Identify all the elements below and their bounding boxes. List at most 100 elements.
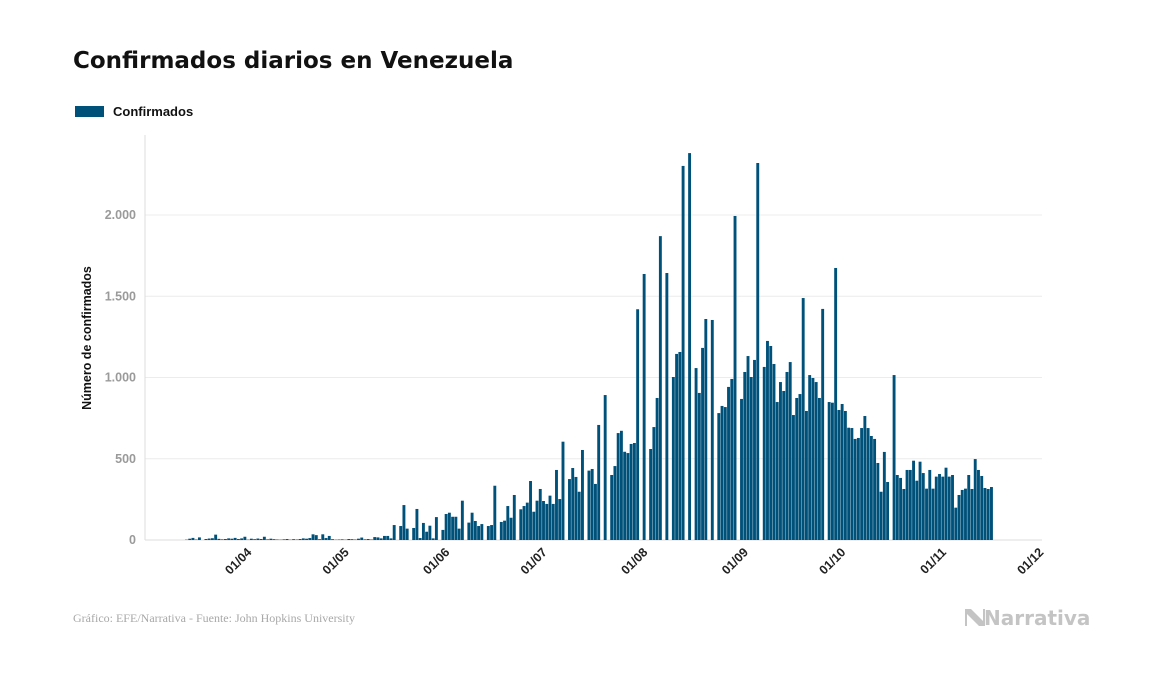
y-tick-label: 2.000 (105, 208, 136, 222)
bar (921, 473, 925, 540)
bar (217, 538, 221, 540)
bar (574, 476, 578, 540)
bar (548, 495, 552, 540)
bar (535, 500, 539, 541)
bar (399, 526, 403, 540)
bar (860, 428, 864, 540)
bar (428, 525, 432, 540)
bar (827, 402, 831, 540)
x-tick-label: 01/11 (918, 545, 950, 577)
bar (853, 438, 857, 541)
bar (292, 539, 296, 540)
bar (532, 511, 536, 541)
bar (386, 535, 390, 540)
bar (740, 398, 743, 540)
bar (717, 413, 721, 540)
bar (720, 405, 724, 540)
bar (467, 522, 471, 540)
bar (817, 397, 821, 541)
bar (597, 424, 601, 540)
bar (305, 538, 308, 540)
bar (285, 539, 289, 540)
bar (938, 474, 941, 540)
bar (204, 539, 208, 540)
bar (214, 534, 218, 540)
bar (253, 539, 257, 540)
bar (678, 351, 682, 540)
x-tick-label: 01/08 (618, 545, 650, 577)
bar (457, 528, 461, 541)
bar (308, 538, 312, 540)
bar (480, 524, 484, 541)
bar (555, 469, 558, 540)
bar (434, 517, 438, 540)
bar (915, 480, 919, 540)
bar (762, 366, 766, 540)
bar (272, 539, 276, 540)
x-axis-ticks: 01/04 01/05 01/06 01/07 01/08 01/09 01/10 01/11… (222, 545, 1046, 577)
bar (227, 538, 231, 541)
bar (837, 410, 841, 540)
bar (360, 537, 364, 540)
bar (977, 469, 980, 540)
bar (928, 469, 932, 540)
bar (960, 489, 964, 540)
bar (519, 509, 523, 540)
bar (655, 397, 659, 541)
bar (970, 488, 974, 540)
x-tick-label: 01/05 (320, 545, 352, 577)
bar (392, 525, 396, 540)
bar (671, 377, 675, 540)
bar (658, 236, 662, 541)
bar (379, 538, 383, 541)
x-tick-label: 01/04 (222, 545, 254, 577)
bar (490, 525, 494, 540)
bar (486, 526, 490, 540)
bar (282, 539, 286, 540)
bar (957, 494, 961, 540)
bar (616, 433, 620, 540)
bar (249, 538, 253, 540)
bar (830, 402, 834, 540)
narrativa-logo: Narrativa (965, 606, 1090, 630)
bar (723, 407, 727, 540)
bar (590, 468, 594, 540)
bar (821, 308, 825, 540)
bar (321, 534, 325, 540)
bar (908, 469, 912, 540)
bar (899, 477, 903, 541)
bar (766, 340, 769, 540)
bar (613, 466, 617, 540)
bar (405, 528, 409, 541)
bar (905, 469, 909, 540)
bar (318, 539, 321, 540)
bar (603, 395, 607, 540)
bar (710, 319, 714, 541)
bar (376, 537, 380, 540)
logo-text: Narrativa (984, 606, 1090, 630)
y-axis-ticks: 0 500 1.000 1.500 2.000 (105, 208, 136, 547)
bar (801, 298, 805, 540)
x-tick-label: 01/06 (420, 545, 452, 577)
bar (847, 427, 851, 540)
bar (895, 475, 899, 540)
bar (951, 475, 954, 540)
bar (447, 512, 451, 540)
bar (834, 267, 838, 540)
bar (451, 516, 455, 540)
bar (743, 371, 747, 541)
bar (499, 521, 503, 540)
bar (542, 501, 545, 540)
bar (876, 462, 880, 541)
bar (558, 499, 562, 540)
bar (327, 535, 331, 540)
bar (918, 461, 922, 541)
bar (840, 403, 844, 540)
bar (869, 436, 873, 540)
bar (470, 512, 474, 540)
bar (973, 459, 977, 540)
bar (525, 502, 529, 541)
bar (509, 517, 513, 540)
bar (886, 481, 890, 540)
bar (730, 378, 734, 540)
